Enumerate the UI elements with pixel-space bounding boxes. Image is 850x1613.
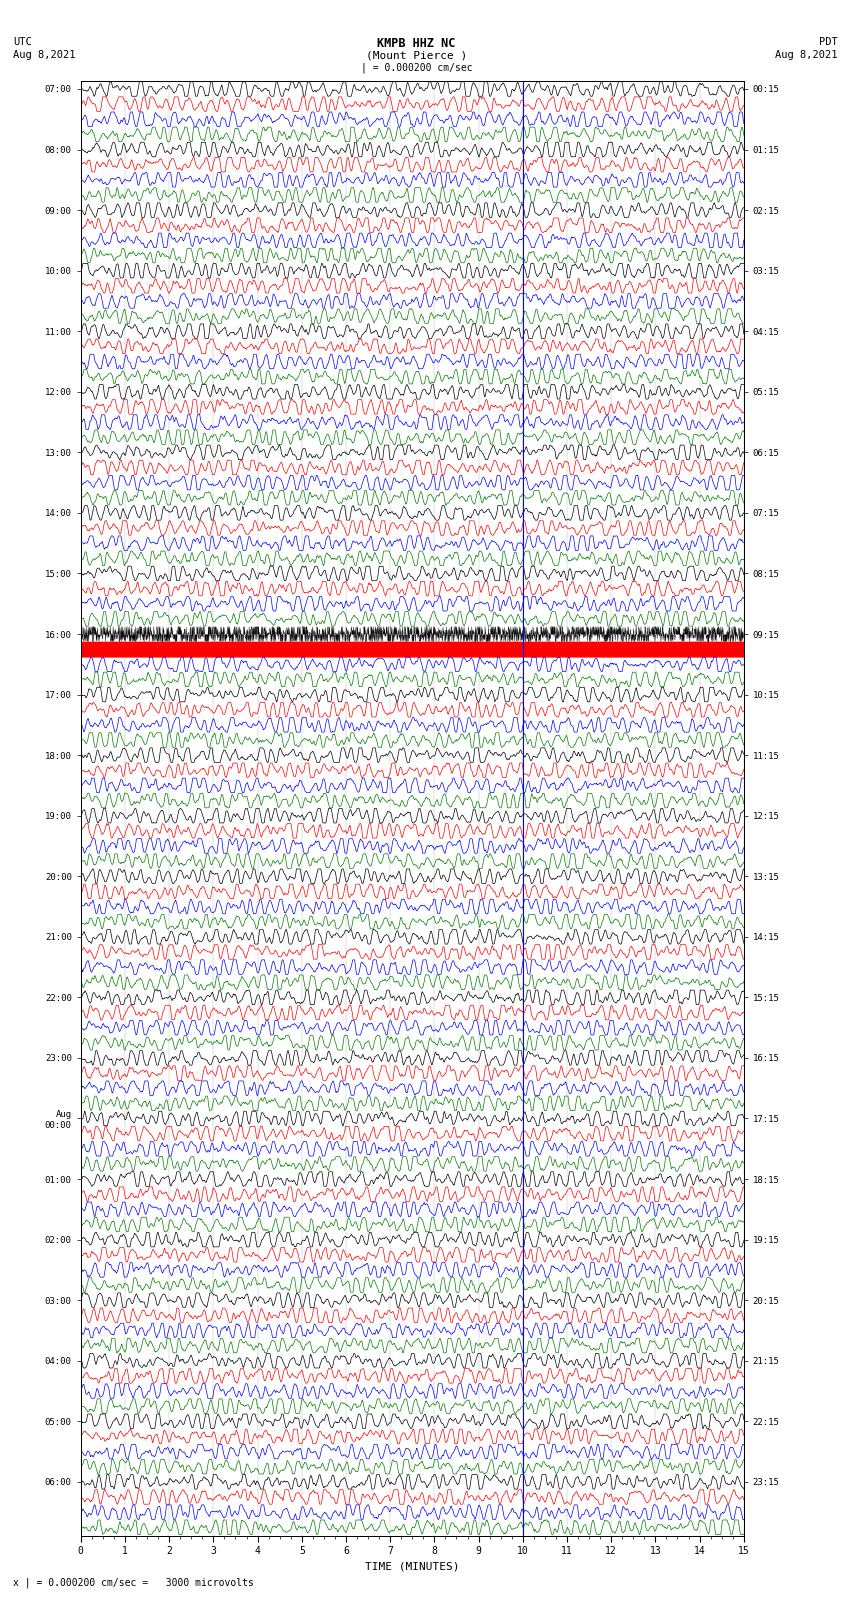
Text: UTC: UTC xyxy=(13,37,31,47)
Text: PDT: PDT xyxy=(819,37,837,47)
Text: Aug 8,2021: Aug 8,2021 xyxy=(774,50,837,60)
Text: (Mount Pierce ): (Mount Pierce ) xyxy=(366,50,468,60)
X-axis label: TIME (MINUTES): TIME (MINUTES) xyxy=(365,1561,460,1571)
Text: Aug 8,2021: Aug 8,2021 xyxy=(13,50,76,60)
Text: KMPB HHZ NC: KMPB HHZ NC xyxy=(377,37,456,50)
Text: x | = 0.000200 cm/sec =   3000 microvolts: x | = 0.000200 cm/sec = 3000 microvolts xyxy=(13,1578,253,1589)
Text: | = 0.000200 cm/sec: | = 0.000200 cm/sec xyxy=(360,63,473,74)
